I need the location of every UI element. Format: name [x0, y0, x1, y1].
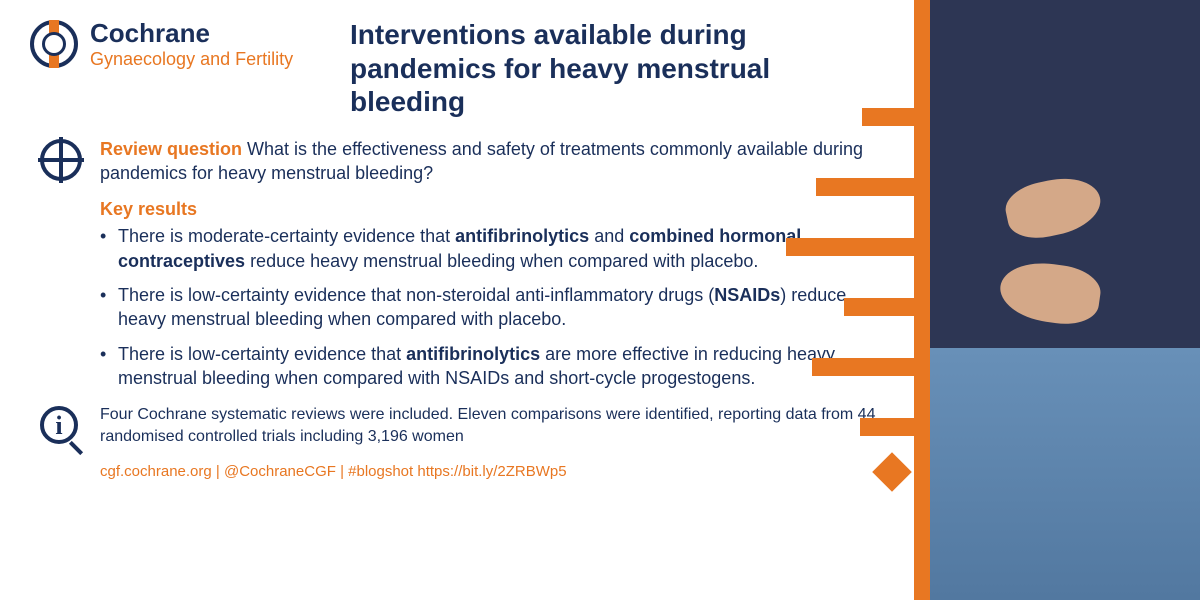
list-item: There is low-certainty evidence that non… [118, 283, 885, 332]
footer-site[interactable]: cgf.cochrane.org [100, 463, 212, 480]
key-results-label: Key results [100, 199, 885, 220]
cochrane-logo-icon [30, 20, 78, 68]
list-item: There is low-certainty evidence that ant… [118, 342, 885, 391]
photo-jeans [930, 348, 1200, 600]
review-question-section: Review question What is the effectivenes… [100, 137, 885, 186]
hbar [862, 108, 914, 126]
brand-sub: Gynaecology and Fertility [90, 49, 293, 71]
hbar [844, 298, 914, 316]
key-results-section: Key results There is moderate-certainty … [100, 199, 885, 390]
footer-links: cgf.cochrane.org | @CochraneCGF | #blogs… [100, 463, 885, 480]
vertical-bar [914, 0, 930, 600]
info-icon: i [40, 406, 82, 448]
hbar [860, 418, 914, 436]
list-item: There is moderate-certainty evidence tha… [118, 224, 885, 273]
hbar [786, 238, 914, 256]
footnote-section: i Four Cochrane systematic reviews were … [100, 404, 885, 447]
key-results-list: There is moderate-certainty evidence tha… [100, 224, 885, 390]
hbar [816, 178, 914, 196]
review-question-label: Review question [100, 139, 242, 159]
photo-panel [930, 0, 1200, 600]
content: Review question What is the effectivenes… [30, 137, 885, 481]
footer-tag: #blogshot [348, 463, 413, 480]
brand-text: Cochrane Gynaecology and Fertility [90, 18, 293, 71]
brand-main: Cochrane [90, 18, 293, 49]
target-icon [40, 139, 82, 181]
footer-handle[interactable]: @CochraneCGF [224, 463, 336, 480]
infographic-root: Cochrane Gynaecology and Fertility Inter… [0, 0, 1200, 600]
footnote-text: Four Cochrane systematic reviews were in… [100, 406, 875, 445]
left-content: Cochrane Gynaecology and Fertility Inter… [0, 0, 915, 600]
page-title: Interventions available during pandemics… [350, 18, 885, 119]
header: Cochrane Gynaecology and Fertility Inter… [30, 18, 885, 119]
hbar [812, 358, 914, 376]
logo-area: Cochrane Gynaecology and Fertility [30, 18, 330, 71]
review-question-text: Review question What is the effectivenes… [100, 139, 863, 183]
footer-url[interactable]: https://bit.ly/2ZRBWp5 [417, 463, 566, 480]
